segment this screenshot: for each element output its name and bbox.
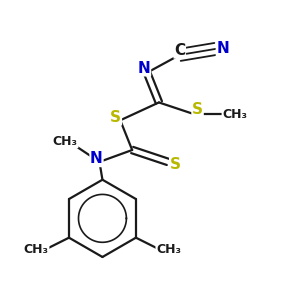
- Text: CH₃: CH₃: [222, 108, 247, 121]
- Text: CH₃: CH₃: [24, 243, 49, 256]
- Text: N: N: [90, 152, 103, 166]
- Text: S: S: [110, 110, 121, 125]
- Text: N: N: [216, 41, 229, 56]
- Text: S: S: [192, 102, 203, 117]
- Text: S: S: [170, 158, 181, 172]
- Text: CH₃: CH₃: [156, 243, 181, 256]
- Text: N: N: [138, 61, 150, 76]
- Text: CH₃: CH₃: [53, 135, 78, 148]
- Text: C: C: [174, 43, 185, 58]
